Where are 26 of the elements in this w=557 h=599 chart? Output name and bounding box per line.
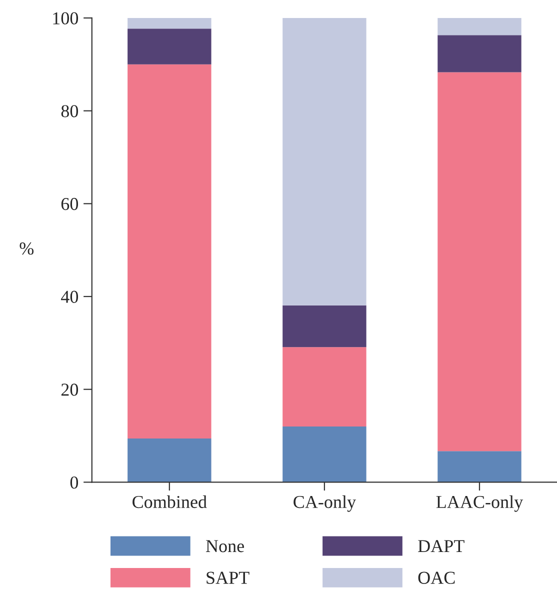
y-tick-label: 20	[61, 384, 78, 396]
bar	[438, 451, 522, 482]
legend-label: OAC	[418, 572, 455, 584]
y-tick-label: 40	[61, 290, 78, 303]
legend-label: None	[206, 540, 244, 552]
y-tick-label: 60	[61, 198, 78, 210]
bar	[128, 18, 212, 29]
bar	[282, 305, 366, 348]
bar	[282, 426, 366, 482]
bar	[282, 18, 366, 306]
x-tick-label: CA-only	[294, 495, 356, 512]
bar	[438, 18, 522, 36]
y-tick-label: 80	[61, 105, 78, 118]
bar	[128, 438, 212, 482]
y-tick-label: 100	[53, 12, 78, 24]
y-tick-label: 0	[70, 476, 78, 489]
y-axis-title: %	[20, 242, 34, 255]
x-tick-label: Combined	[132, 495, 207, 508]
bar	[128, 28, 212, 64]
x-tick-label: LAAC-only	[436, 495, 524, 512]
bar	[438, 72, 522, 452]
legend-label: DAPT	[418, 540, 464, 552]
bar	[438, 35, 522, 72]
bar	[282, 347, 366, 426]
bar	[128, 64, 212, 439]
legend-label: SAPT	[206, 572, 250, 584]
